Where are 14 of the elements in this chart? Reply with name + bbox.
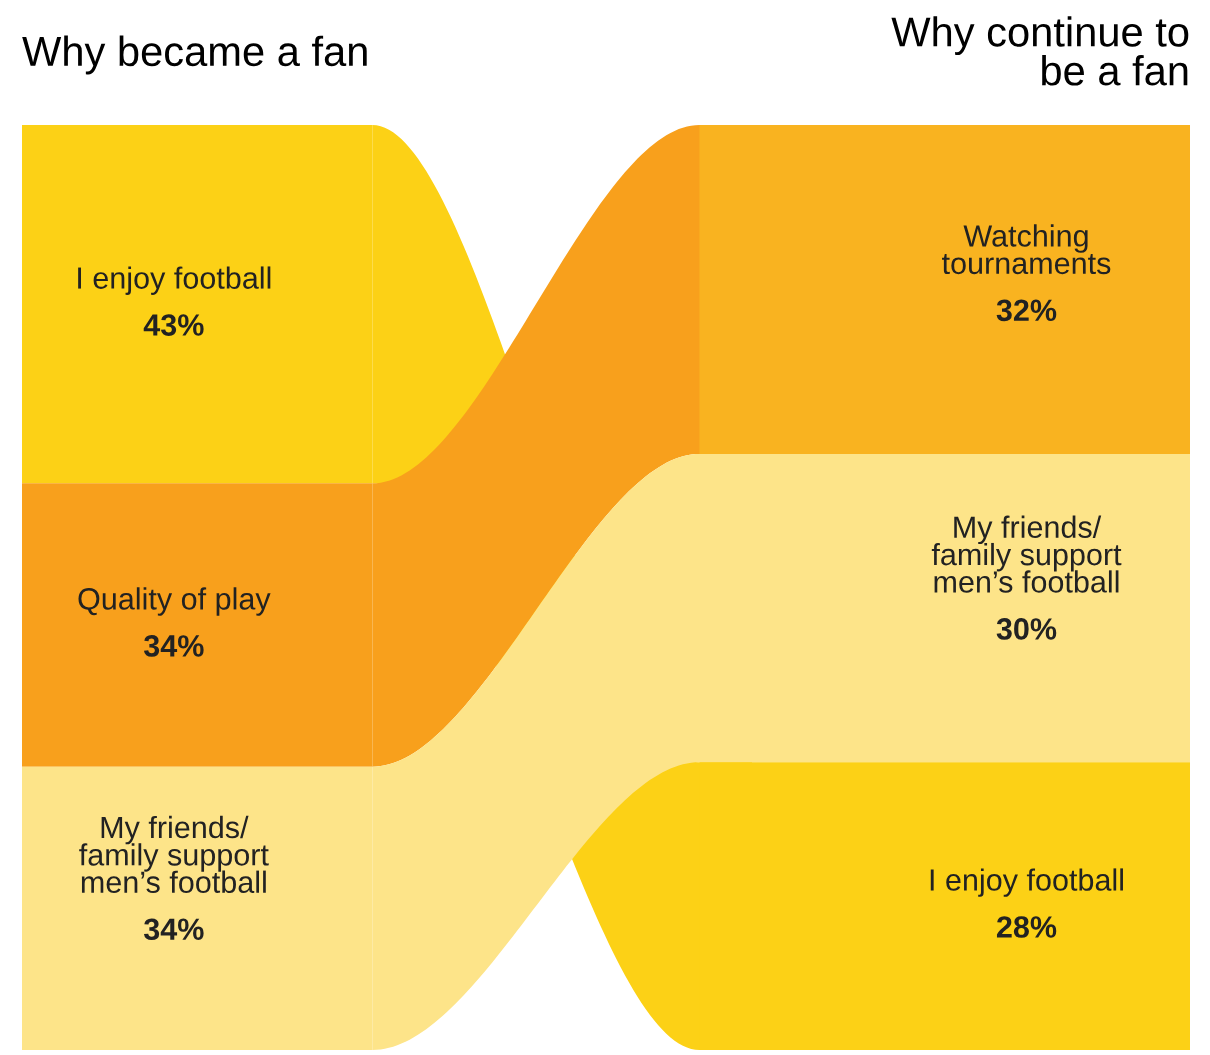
- category-label: My friends/ family support men’s football: [931, 515, 1122, 593]
- data-label: 34%: [143, 918, 204, 941]
- text: Why continue to be a fan: [891, 16, 1189, 86]
- category-label: I enjoy football: [78, 266, 271, 295]
- category-label: Watching tournaments: [942, 224, 1111, 275]
- category-label: Quality of play: [78, 587, 271, 616]
- data-label: 32%: [996, 299, 1057, 322]
- data-label: 34%: [143, 635, 204, 657]
- text: Why became a fan: [22, 35, 367, 75]
- data-label: 30%: [996, 618, 1057, 640]
- category-label: My friends/ family support men’s football: [79, 815, 269, 894]
- data-label: 43%: [143, 314, 204, 336]
- data-label: 28%: [996, 916, 1057, 938]
- category-label: I enjoy football: [930, 868, 1123, 897]
